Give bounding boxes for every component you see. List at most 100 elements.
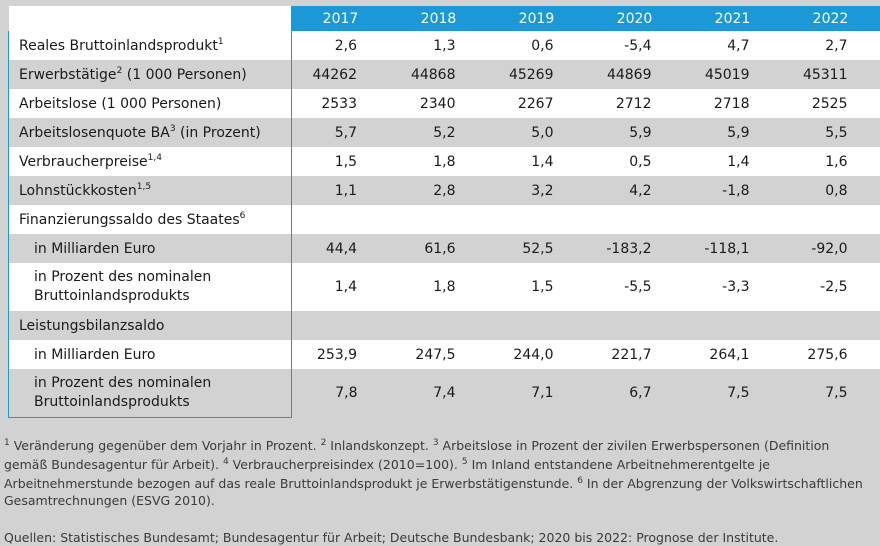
value-cell: 45311 xyxy=(781,60,880,89)
footnote-ref: 1,4 xyxy=(147,152,162,163)
value-cell: 5,0 xyxy=(487,118,586,147)
value-cell: 247,5 xyxy=(389,340,488,369)
value-cell: 5,2 xyxy=(389,118,488,147)
value-cell: 0,5 xyxy=(585,147,684,176)
value-cell: 61,6 xyxy=(389,234,488,263)
row-finanzierungssaldo-prozent: in Prozent des nominalen Bruttoinlandspr… xyxy=(8,263,880,311)
value-cell: 7,5 xyxy=(683,369,782,418)
row-label: in Milliarden Euro xyxy=(8,234,292,263)
value-cell: 275,6 xyxy=(781,340,880,369)
value-cell: 5,7 xyxy=(291,118,390,147)
year-header-2020: 2020 xyxy=(585,6,684,31)
top-edge xyxy=(0,0,880,6)
row-label: Erwerbstätige2 (1 000 Personen) xyxy=(8,60,292,89)
value-cell: 2340 xyxy=(389,89,488,118)
value-cell: -118,1 xyxy=(683,234,782,263)
value-cell: 1,4 xyxy=(487,147,586,176)
value-cell: -3,3 xyxy=(683,263,782,311)
value-cell: 4,7 xyxy=(683,31,782,60)
value-cell: -2,5 xyxy=(781,263,880,311)
row-reales-bip: Reales Bruttoinlandsprodukt1 2,6 1,3 0,6… xyxy=(8,31,880,60)
footnote-ref: 6 xyxy=(239,210,246,221)
value-cell: 5,9 xyxy=(683,118,782,147)
footnote-text: Inlandskonzept. xyxy=(326,438,433,453)
value-cell: 2,6 xyxy=(291,31,390,60)
footnote-number: 3 xyxy=(432,438,439,448)
value-cell: 0,6 xyxy=(487,31,586,60)
row-verbraucherpreise: Verbraucherpreise1,4 1,5 1,8 1,4 0,5 1,4… xyxy=(8,147,880,176)
value-cell: -5,4 xyxy=(585,31,684,60)
footnote-number: 1 xyxy=(4,438,10,448)
value-cell: 2712 xyxy=(585,89,684,118)
value-cell: 5,5 xyxy=(781,118,880,147)
value-cell: 7,5 xyxy=(781,369,880,418)
value-cell: 7,8 xyxy=(291,369,390,418)
year-header-2021: 2021 xyxy=(683,6,782,31)
row-label: in Prozent des nominalen Bruttoinlandspr… xyxy=(8,369,292,418)
row-label: Reales Bruttoinlandsprodukt1 xyxy=(8,31,292,60)
value-cell: 5,9 xyxy=(585,118,684,147)
footnote-text: Im Inland entstandene Arbeitnehmerentgel… xyxy=(4,457,770,491)
row-arbeitslosenquote: Arbeitslosenquote BA3 (in Prozent) 5,7 5… xyxy=(8,118,880,147)
value-cell: 7,1 xyxy=(487,369,586,418)
value-cell: 2718 xyxy=(683,89,782,118)
value-cell: 44868 xyxy=(389,60,488,89)
footnote-ref: 2 xyxy=(116,65,123,76)
value-cell: 44869 xyxy=(585,60,684,89)
footnotes: 1 Veränderung gegenüber dem Vorjahr in P… xyxy=(4,435,872,509)
value-cell: 45019 xyxy=(683,60,782,89)
row-label: Lohnstückkosten1,5 xyxy=(8,176,292,205)
footnote-text: In der Abgrenzung der Volkswirtschaftlic… xyxy=(4,476,863,508)
value-cell: -5,5 xyxy=(585,263,684,311)
value-cell: 1,3 xyxy=(389,31,488,60)
value-cell: 253,9 xyxy=(291,340,390,369)
footnote-number: 2 xyxy=(320,438,327,448)
value-cell: -92,0 xyxy=(781,234,880,263)
year-header-2019: 2019 xyxy=(487,6,586,31)
row-label: Verbraucherpreise1,4 xyxy=(8,147,292,176)
value-cell: -183,2 xyxy=(585,234,684,263)
value-cell: 1,4 xyxy=(683,147,782,176)
footnote-text: Veränderung gegenüber dem Vorjahr in Pro… xyxy=(9,438,321,453)
footnote-number: 4 xyxy=(222,457,229,467)
source-note: Quellen: Statistisches Bundesamt; Bundes… xyxy=(4,530,779,545)
header-blank-cell xyxy=(8,6,292,31)
footnote-text: Verbraucherpreisindex (2010=100). xyxy=(228,457,462,472)
value-cell: 1,8 xyxy=(389,147,488,176)
value-cell: 221,7 xyxy=(585,340,684,369)
footnote-ref: 3 xyxy=(169,123,176,134)
footnote-number: 5 xyxy=(461,457,468,467)
year-header-2017: 2017 xyxy=(291,6,390,31)
row-label: Finanzierungssaldo des Staates6 xyxy=(8,205,292,234)
row-leistungsbilanz-prozent: in Prozent des nominalen Bruttoinlandspr… xyxy=(8,369,880,418)
value-cell: 7,4 xyxy=(389,369,488,418)
value-cell: 1,6 xyxy=(781,147,880,176)
value-cell: 2,7 xyxy=(781,31,880,60)
row-leistungsbilanz-mrd: in Milliarden Euro 253,9 247,5 244,0 221… xyxy=(8,340,880,369)
value-cell: 2533 xyxy=(291,89,390,118)
value-cell: -1,8 xyxy=(683,176,782,205)
value-cell: 3,2 xyxy=(487,176,586,205)
footnote-number: 6 xyxy=(577,476,583,486)
value-cell: 45269 xyxy=(487,60,586,89)
value-cell: 2267 xyxy=(487,89,586,118)
value-cell: 1,5 xyxy=(291,147,390,176)
row-leistungsbilanzsaldo-heading: Leistungsbilanzsaldo xyxy=(8,311,880,340)
value-cell: 0,8 xyxy=(781,176,880,205)
year-header-2018: 2018 xyxy=(389,6,488,31)
value-cell: 1,4 xyxy=(291,263,390,311)
year-header-2022: 2022 xyxy=(781,6,880,31)
row-finanzierungssaldo-mrd: in Milliarden Euro 44,4 61,6 52,5 -183,2… xyxy=(8,234,880,263)
row-finanzierungssaldo-heading: Finanzierungssaldo des Staates6 xyxy=(8,205,880,234)
footnote-ref: 1 xyxy=(217,36,224,47)
header-row: 2017 2018 2019 2020 2021 2022 xyxy=(8,6,880,31)
footnote-ref: 1,5 xyxy=(136,181,152,192)
forecast-table: 2017 2018 2019 2020 2021 2022 Reales Bru… xyxy=(8,6,880,418)
row-label: in Prozent des nominalen Bruttoinlandspr… xyxy=(8,263,292,311)
value-cell: 2525 xyxy=(781,89,880,118)
row-label: Leistungsbilanzsaldo xyxy=(8,311,292,340)
value-cell: 52,5 xyxy=(487,234,586,263)
value-cell: 1,1 xyxy=(291,176,390,205)
value-cell: 6,7 xyxy=(585,369,684,418)
row-label: Arbeitslosenquote BA3 (in Prozent) xyxy=(8,118,292,147)
